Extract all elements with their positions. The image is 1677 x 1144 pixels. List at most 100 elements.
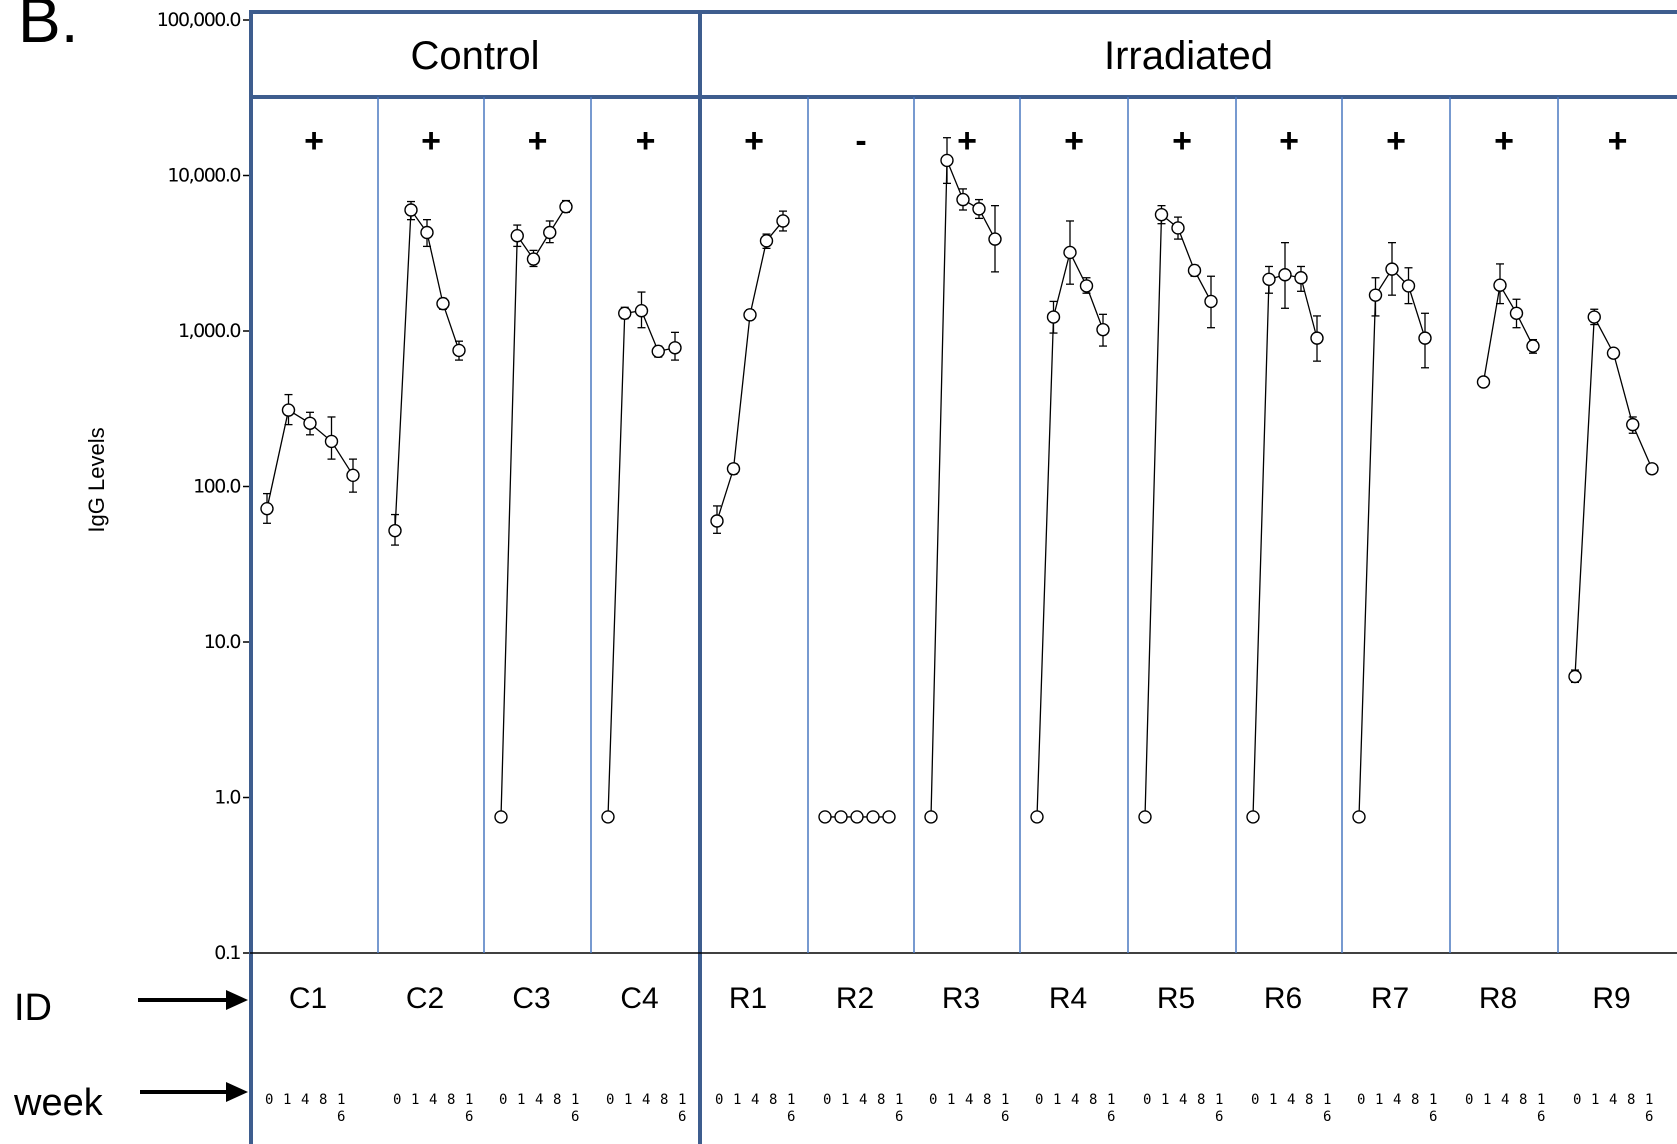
data-point — [956, 192, 970, 207]
week-tick-label: 8 — [769, 1092, 777, 1108]
data-point — [1418, 331, 1432, 345]
group-label-irradiated: Irradiated — [1104, 34, 1273, 78]
week-tick-label: 8 — [1519, 1092, 1527, 1108]
data-point — [988, 232, 1002, 246]
data-point — [436, 296, 450, 311]
series-line — [1252, 274, 1318, 817]
data-point — [324, 434, 339, 449]
status-symbol: + — [1064, 122, 1084, 160]
series-line — [1144, 213, 1212, 817]
data-point — [1262, 272, 1276, 287]
week-tick-label: 4 — [1393, 1092, 1401, 1108]
data-point — [834, 810, 848, 824]
week-tick-label: 0 — [1035, 1092, 1043, 1108]
id-label-r3: R3 — [942, 982, 980, 1015]
data-point — [940, 153, 954, 168]
week-tick-label: 8 — [1197, 1092, 1205, 1108]
week-tick-label: 0 — [1573, 1092, 1581, 1108]
id-label-r8: R8 — [1479, 982, 1517, 1015]
data-point — [618, 306, 632, 320]
status-symbol: + — [957, 122, 977, 160]
panel-c4: + — [601, 122, 682, 824]
week-tick-label: 8 — [660, 1092, 668, 1108]
data-point — [281, 403, 296, 417]
week-tick-label: 0 — [265, 1092, 273, 1108]
week-tick-label: 4 — [1179, 1092, 1187, 1108]
data-point — [1568, 669, 1582, 684]
data-point — [1368, 288, 1383, 302]
id-label-r5: R5 — [1157, 982, 1195, 1015]
data-point — [651, 344, 665, 359]
status-symbol: + — [744, 122, 764, 160]
id-row-label: ID — [14, 987, 52, 1029]
data-point — [759, 234, 774, 248]
plot-frame — [249, 10, 1677, 1144]
week-tick-label: 1 — [841, 1092, 849, 1108]
week-tick-label: 1 — [1537, 1092, 1545, 1108]
week-tick-label: 0 — [1465, 1092, 1473, 1108]
data-point — [1352, 810, 1366, 824]
data-point — [601, 810, 615, 824]
data-point — [260, 501, 274, 516]
week-tick-label: 1 — [1053, 1092, 1061, 1108]
series-line — [716, 220, 784, 522]
data-point — [1204, 294, 1218, 309]
data-point — [1063, 245, 1077, 260]
week-tick-label: 1 — [1645, 1092, 1653, 1108]
data-point — [1476, 375, 1491, 389]
series-line — [1036, 250, 1104, 817]
data-point — [634, 304, 649, 318]
data-point — [726, 462, 741, 476]
data-point — [866, 810, 880, 824]
week-tick-label: 4 — [1609, 1092, 1617, 1108]
id-label-r6: R6 — [1264, 982, 1302, 1015]
week-tick-label: 6 — [895, 1109, 903, 1125]
series-line — [930, 160, 996, 817]
status-symbol: + — [528, 122, 548, 160]
week-tick-label: 4 — [965, 1092, 973, 1108]
panel-r4: + — [1030, 122, 1110, 824]
y-tick-label: 100,000.0 — [157, 9, 241, 31]
week-tick-label: 1 — [283, 1092, 291, 1108]
data-point — [1154, 207, 1169, 222]
week-tick-label: 4 — [1071, 1092, 1079, 1108]
status-symbol: + — [304, 122, 324, 160]
status-symbol: + — [1279, 122, 1299, 160]
series-line — [394, 208, 460, 531]
week-tick-label: 8 — [1305, 1092, 1313, 1108]
data-point — [1046, 310, 1061, 324]
y-axis-label: IgG Levels — [84, 427, 109, 532]
id-label-c2: C2 — [406, 982, 444, 1015]
data-point — [494, 810, 508, 824]
data-point — [1587, 310, 1601, 324]
week-tick-label: 1 — [1107, 1092, 1115, 1108]
week-tick-label: 1 — [1161, 1092, 1169, 1108]
week-tick-label: 6 — [571, 1109, 579, 1125]
y-tick-label: 0.1 — [214, 942, 240, 964]
y-axis: 100,000.0 10,000.0 1,000.0 100.0 10.0 1.0 0.1 — [157, 9, 251, 964]
data-point — [510, 229, 524, 243]
y-tick-label: 1.0 — [214, 787, 240, 809]
data-point — [668, 341, 682, 355]
panel-r8: + — [1476, 122, 1540, 389]
series-line — [500, 206, 567, 817]
data-point — [1171, 221, 1185, 235]
id-label-r9: R9 — [1592, 982, 1630, 1015]
data-point — [1096, 322, 1110, 337]
week-tick-label: 1 — [1429, 1092, 1437, 1108]
week-tick-label: 1 — [678, 1092, 686, 1108]
week-tick-label: 4 — [429, 1092, 437, 1108]
data-point — [882, 810, 896, 824]
series-line — [1574, 314, 1653, 677]
week-tick-label: 0 — [715, 1092, 723, 1108]
week-tick-label: 0 — [929, 1092, 937, 1108]
week-tick-label: 1 — [895, 1092, 903, 1108]
series-line — [1358, 268, 1426, 817]
week-tick-label: 1 — [1483, 1092, 1491, 1108]
group-label-control: Control — [411, 34, 540, 78]
week-tick-label: 0 — [1357, 1092, 1365, 1108]
panel-r6: + — [1246, 122, 1324, 824]
data-point — [850, 810, 864, 824]
